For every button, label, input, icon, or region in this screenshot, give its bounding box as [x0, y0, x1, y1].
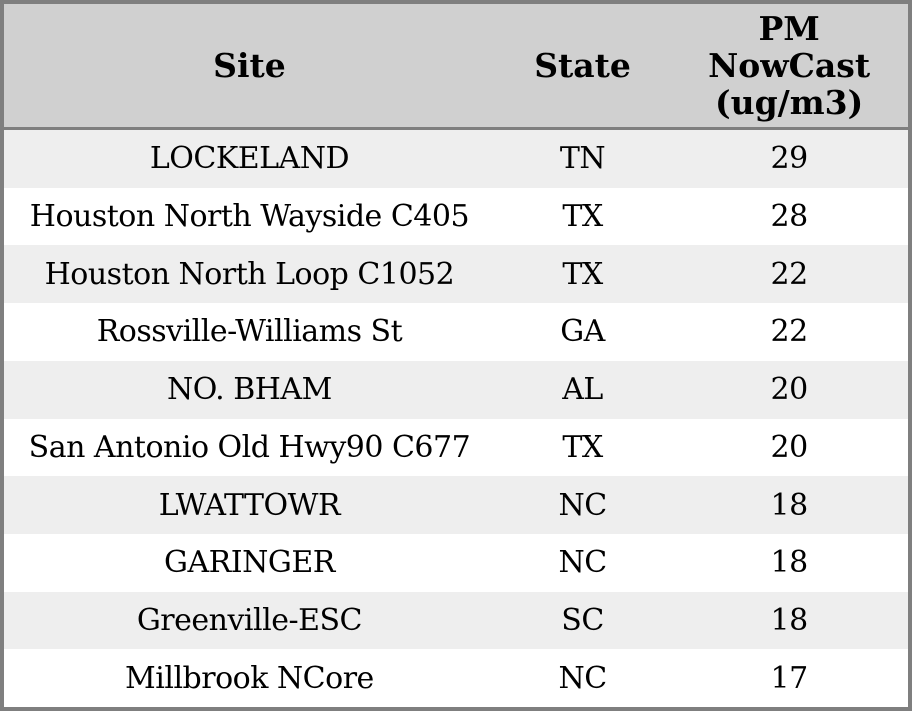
- state-cell: SC: [561, 602, 604, 638]
- table-row: San Antonio Old Hwy90 C677 TX 20: [4, 418, 908, 477]
- state-cell: AL: [562, 372, 603, 408]
- pm-value-cell: 17: [770, 660, 809, 696]
- site-cell: LOCKELAND: [149, 141, 350, 177]
- column-header-state: State: [534, 46, 631, 85]
- site-cell: LWATTOWR: [158, 487, 341, 523]
- pm-value-cell: 20: [770, 372, 809, 408]
- table-row: Millbrook NCore NC 17: [4, 649, 908, 708]
- pm-value-cell: 22: [770, 256, 809, 292]
- pm-value-cell: 18: [770, 602, 809, 638]
- table-row: LWATTOWR NC 18: [4, 476, 908, 534]
- site-cell: Greenville-ESC: [136, 602, 363, 638]
- state-cell: GA: [560, 314, 605, 350]
- column-header-site: Site: [213, 46, 286, 85]
- state-cell: TX: [562, 256, 603, 292]
- table-row: LOCKELAND TN 29: [4, 130, 908, 188]
- state-cell: NC: [558, 545, 607, 581]
- table-row: GARINGER NC 18: [4, 533, 908, 592]
- pm-value-cell: 20: [770, 429, 809, 465]
- pm-value-cell: 28: [770, 199, 809, 235]
- site-cell: Houston North Wayside C405: [29, 199, 470, 235]
- site-cell: San Antonio Old Hwy90 C677: [28, 429, 471, 465]
- site-cell: NO. BHAM: [167, 372, 332, 408]
- state-cell: TX: [562, 429, 603, 465]
- pm-value-cell: 29: [770, 141, 809, 177]
- site-cell: Houston North Loop C1052: [44, 256, 455, 292]
- state-cell: TX: [562, 199, 603, 235]
- table-body: LOCKELAND TN 29 Houston North Wayside C4…: [4, 130, 908, 708]
- state-cell: TN: [559, 141, 606, 177]
- table-header-row: Site State PM NowCast (ug/m3): [4, 4, 908, 130]
- state-cell: NC: [558, 487, 607, 523]
- site-cell: GARINGER: [164, 545, 335, 581]
- site-cell: Rossville-Williams St: [96, 314, 403, 350]
- table-row: Greenville-ESC SC 18: [4, 591, 908, 650]
- table-row: Houston North Loop C1052 TX 22: [4, 245, 908, 304]
- table-row: NO. BHAM AL 20: [4, 360, 908, 419]
- pm-value-cell: 18: [770, 487, 809, 523]
- pm-value-cell: 18: [770, 545, 809, 581]
- pm-value-cell: 22: [770, 314, 809, 350]
- site-cell: Millbrook NCore: [125, 660, 374, 696]
- state-cell: NC: [558, 660, 607, 696]
- table-row: Rossville-Williams St GA 22: [4, 303, 908, 361]
- column-header-pm-nowcast: PM NowCast (ug/m3): [708, 9, 871, 122]
- table-row: Houston North Wayside C405 TX 28: [4, 187, 908, 246]
